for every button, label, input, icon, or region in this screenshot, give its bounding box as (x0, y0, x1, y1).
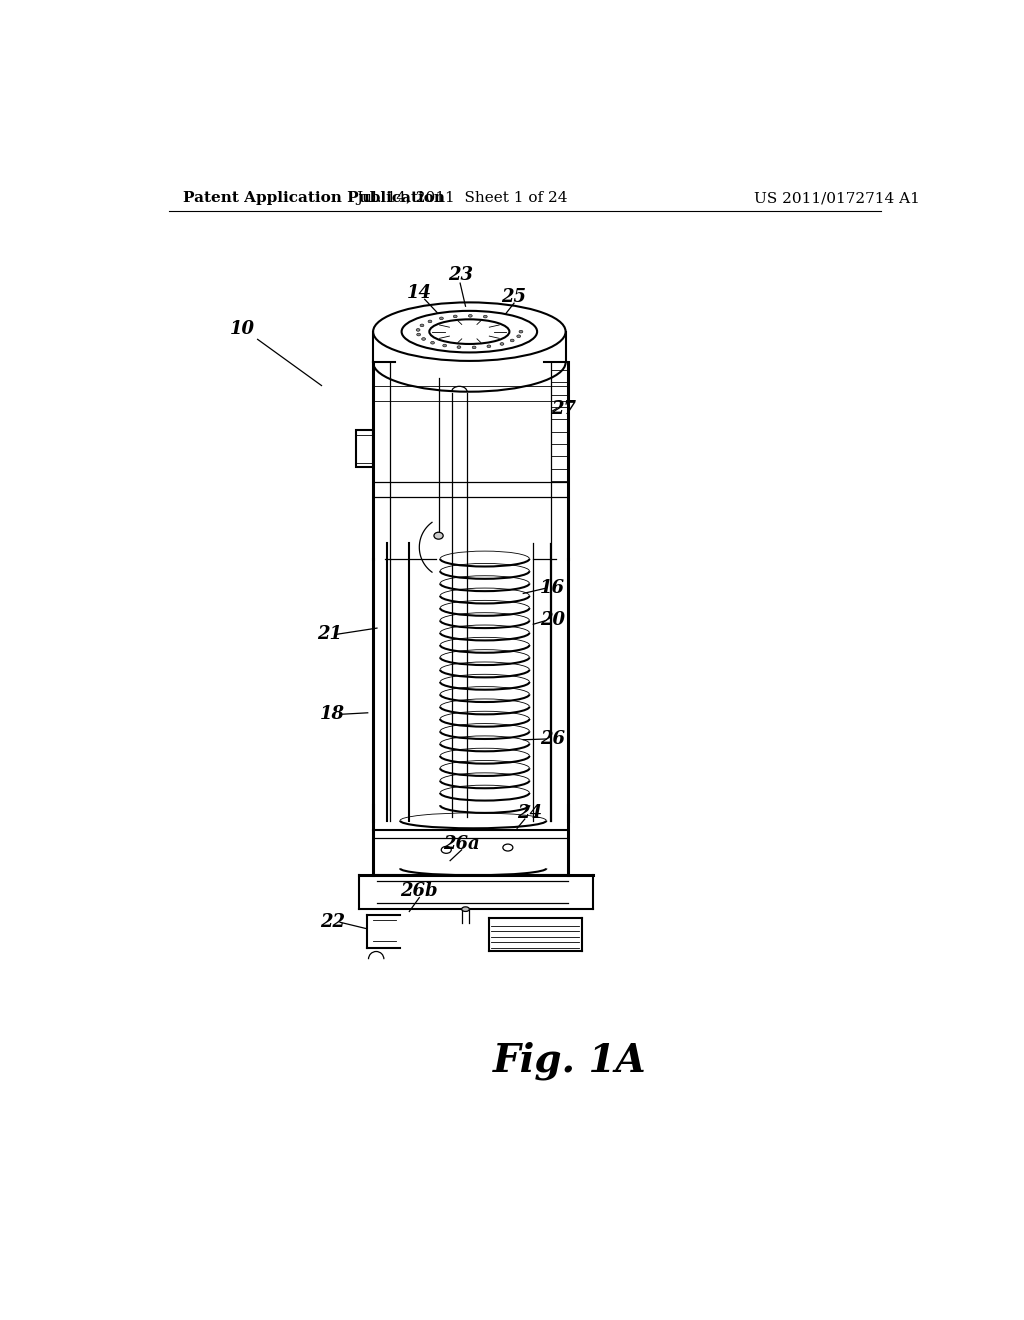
Text: US 2011/0172714 A1: US 2011/0172714 A1 (755, 191, 921, 206)
Ellipse shape (487, 345, 490, 347)
Ellipse shape (431, 342, 434, 345)
Text: 26a: 26a (443, 834, 480, 853)
Text: 16: 16 (540, 579, 565, 597)
Ellipse shape (420, 323, 424, 327)
Ellipse shape (483, 315, 487, 318)
Text: 18: 18 (319, 705, 345, 723)
Bar (356, 430, 373, 467)
Ellipse shape (510, 339, 514, 342)
Ellipse shape (442, 345, 446, 347)
Ellipse shape (434, 532, 443, 539)
Text: Jul. 14, 2011  Sheet 1 of 24: Jul. 14, 2011 Sheet 1 of 24 (356, 191, 567, 206)
Text: 20: 20 (540, 611, 565, 630)
Text: 23: 23 (447, 267, 473, 284)
Ellipse shape (472, 346, 476, 348)
Ellipse shape (454, 315, 457, 318)
Ellipse shape (416, 329, 420, 331)
Ellipse shape (439, 317, 443, 319)
Ellipse shape (457, 346, 461, 348)
Ellipse shape (468, 314, 472, 317)
Text: Fig. 1A: Fig. 1A (493, 1041, 646, 1080)
Ellipse shape (500, 343, 504, 346)
Ellipse shape (428, 319, 432, 323)
Text: 26: 26 (540, 730, 565, 748)
Text: 25: 25 (502, 288, 526, 306)
Ellipse shape (422, 338, 426, 341)
Text: 10: 10 (229, 321, 255, 338)
Text: 24: 24 (517, 804, 542, 822)
Ellipse shape (462, 907, 469, 911)
Text: 22: 22 (319, 913, 345, 931)
Text: 21: 21 (316, 626, 342, 643)
Text: 14: 14 (407, 284, 432, 302)
Ellipse shape (519, 330, 523, 333)
Text: 26b: 26b (400, 883, 438, 900)
Text: 27: 27 (551, 400, 575, 417)
Text: Patent Application Publication: Patent Application Publication (183, 191, 444, 206)
Ellipse shape (417, 333, 421, 335)
Ellipse shape (517, 335, 520, 338)
